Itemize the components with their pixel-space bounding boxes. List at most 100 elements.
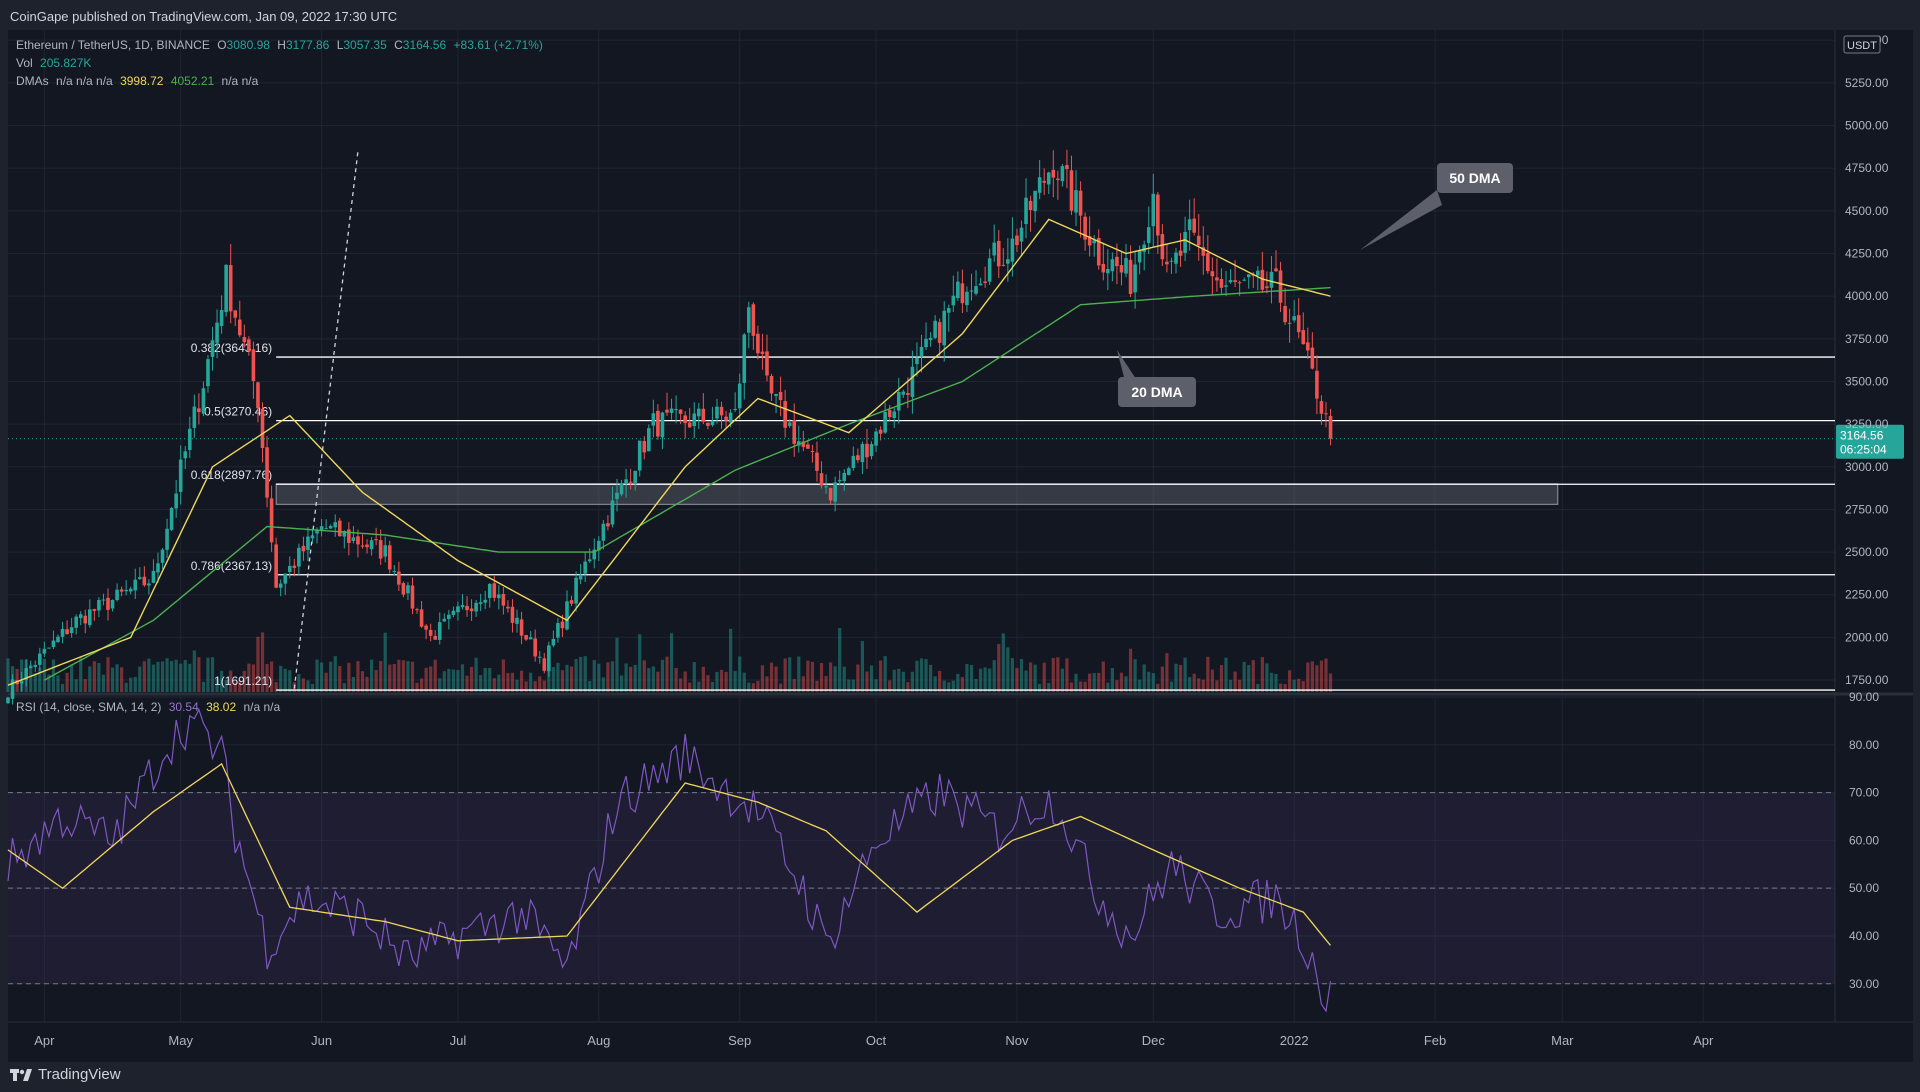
volume-bar: [1065, 658, 1069, 692]
volume-bar: [1088, 673, 1092, 692]
candle-body: [301, 545, 306, 552]
candle-body: [1301, 330, 1306, 345]
candle-body: [996, 240, 1001, 267]
volume-bar: [942, 680, 946, 692]
candle-body: [319, 526, 324, 531]
volume-bar: [215, 678, 219, 692]
volume-bar: [833, 666, 837, 692]
candle-body: [719, 406, 724, 416]
volume-bar: [192, 650, 196, 692]
price-axis-label: 4000.00: [1845, 289, 1889, 303]
candle-body: [347, 529, 351, 543]
symbol-name[interactable]: Ethereum / TetherUS, 1D, BINANCE: [16, 38, 210, 52]
annotation-pointer: [1360, 190, 1442, 250]
volume-bar: [624, 663, 628, 692]
volume-bar: [406, 661, 410, 692]
candle-body: [606, 523, 610, 527]
volume-bar: [706, 675, 710, 692]
candle-body: [297, 547, 301, 567]
rsi-label[interactable]: RSI (14, close, SMA, 14, 2): [16, 700, 162, 714]
candle-body: [1292, 316, 1296, 321]
volume-bar: [506, 673, 510, 692]
rsi-na-values: n/a n/a: [243, 700, 281, 714]
candle-body: [328, 525, 333, 529]
volume-bar: [765, 676, 769, 692]
candle-body: [151, 570, 156, 583]
volume-bar: [265, 664, 269, 692]
annotation-50dma-label: 50 DMA: [1449, 170, 1500, 186]
volume-bar: [583, 656, 587, 692]
volume-bar: [115, 664, 119, 692]
candle-body: [497, 594, 501, 599]
candle-body: [247, 339, 251, 352]
candle-body: [887, 410, 892, 417]
candle-body: [637, 440, 642, 471]
candle-body: [1006, 259, 1010, 264]
candle-body: [24, 668, 28, 680]
candle-body: [1256, 270, 1260, 276]
candle-body: [392, 571, 397, 573]
candle-body: [1246, 274, 1251, 278]
volume-bar: [83, 679, 87, 692]
volume-bar: [329, 661, 333, 692]
candle-body: [1156, 194, 1160, 236]
volume-bar: [1256, 683, 1260, 692]
tradingview-logo[interactable]: TradingView: [10, 1066, 121, 1083]
low-value: 3057.35: [343, 38, 387, 52]
volume-bar: [447, 668, 451, 692]
volume-bar: [1078, 681, 1083, 692]
volume-bar: [165, 658, 169, 692]
candle-body: [306, 536, 310, 550]
volume-bar: [824, 675, 828, 692]
volume-bar: [188, 663, 192, 692]
volume-bar: [369, 659, 374, 692]
candle-body: [697, 408, 701, 417]
candle-body: [360, 545, 365, 547]
candle-body: [724, 416, 728, 421]
candle-body: [728, 412, 733, 423]
volume-bar: [1051, 658, 1055, 692]
candle-body: [651, 413, 656, 426]
volume-bar: [101, 674, 106, 692]
volume-bar: [274, 682, 278, 692]
candle-body: [969, 290, 974, 292]
candle-body: [937, 322, 942, 343]
volume-bar: [1233, 671, 1237, 692]
candle-body: [192, 406, 197, 428]
volume-bar: [79, 657, 83, 692]
candle-body: [442, 618, 447, 622]
volume-bar: [919, 658, 924, 692]
rsi-axis-label: 90.00: [1849, 690, 1879, 704]
candle-body: [501, 594, 506, 606]
candle-body: [1087, 236, 1092, 246]
candle-body: [1233, 280, 1237, 282]
candle-body: [556, 623, 560, 638]
volume-bar: [688, 682, 692, 692]
candle-body: [1265, 286, 1269, 289]
price-axis-label: 2000.00: [1845, 630, 1889, 644]
volume-bar: [1174, 663, 1178, 692]
volume-bar: [592, 660, 596, 692]
volume-bar: [1015, 668, 1019, 692]
dma-label[interactable]: DMAs: [16, 74, 49, 88]
candle-body: [1074, 190, 1078, 213]
volume-bar: [665, 656, 669, 692]
volume-bar: [70, 664, 74, 692]
volume-bar: [97, 662, 101, 692]
candle-body: [74, 616, 78, 628]
tradingview-logo-icon: [10, 1068, 32, 1081]
candle-body: [1065, 165, 1069, 170]
volume-bar: [610, 661, 615, 692]
volume-bar: [565, 664, 569, 692]
candle-body: [642, 441, 647, 453]
candle-body: [256, 382, 260, 409]
candle-body: [137, 577, 142, 580]
volume-bar: [456, 670, 460, 692]
volume-bar: [401, 660, 405, 692]
volume-bar: [579, 656, 583, 692]
low-label: L: [336, 38, 344, 52]
volume-bar: [1242, 661, 1246, 692]
volume-bar: [697, 681, 701, 692]
volume-label[interactable]: Vol: [16, 56, 33, 70]
